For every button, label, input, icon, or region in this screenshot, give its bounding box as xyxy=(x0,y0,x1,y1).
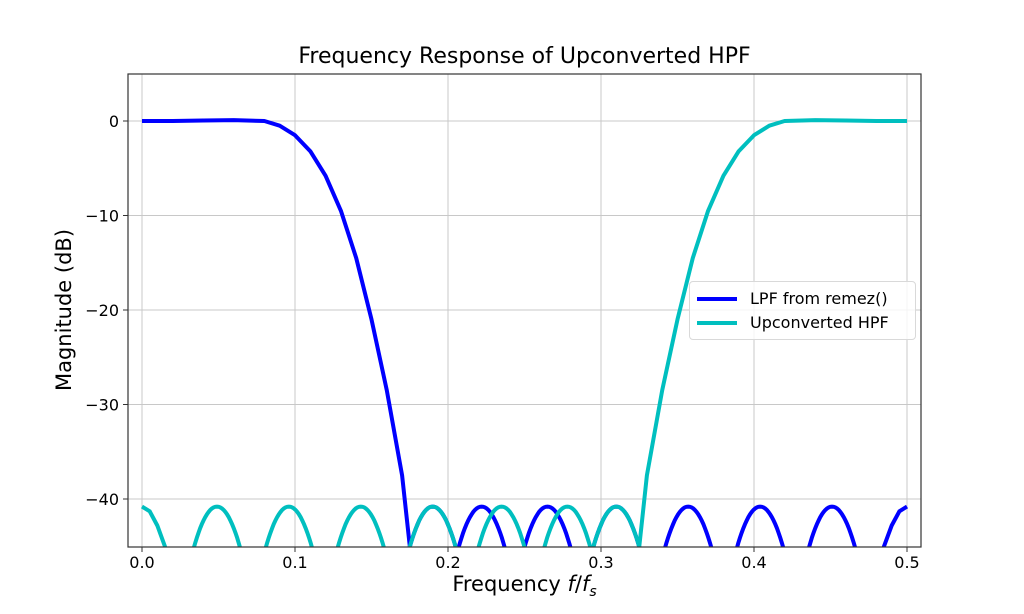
line-hpf-stopband-lobe xyxy=(407,504,458,547)
y-tick-label: −40 xyxy=(85,490,119,509)
x-tick-label: 0.2 xyxy=(435,553,460,572)
y-axis-label: Magnitude (dB) xyxy=(52,228,76,392)
x-tick-label: 0.3 xyxy=(588,553,613,572)
x-tick-label: 0.1 xyxy=(282,553,307,572)
plot-lines xyxy=(140,118,909,547)
x-axis-label-slash: / xyxy=(574,572,582,596)
y-tick-label: −30 xyxy=(85,396,119,415)
line-lpf-stopband-lobe xyxy=(456,504,507,547)
line-hpf-passband xyxy=(637,118,907,547)
x-axis-label-sub: s xyxy=(589,584,597,601)
legend-label-lpf: LPF from remez() xyxy=(750,289,888,308)
y-tick-label: −10 xyxy=(85,207,119,226)
legend-label-hpf: Upconverted HPF xyxy=(750,313,889,332)
line-lpf-stopband-lobe xyxy=(881,504,909,547)
axis-ticks: 0.0 0.1 0.2 0.3 0.4 0.5 0 −10 −20 −30 −40 xyxy=(85,112,919,572)
legend-swatch-lpf xyxy=(697,296,737,301)
legend: LPF from remez() Upconverted HPF xyxy=(689,281,916,340)
chart-title: Frequency Response of Upconverted HPF xyxy=(298,44,751,69)
line-hpf-stopband-lobe xyxy=(191,504,242,547)
line-hpf-stopband-lobe xyxy=(476,504,527,547)
y-tick-label: 0 xyxy=(109,112,119,131)
legend-swatch-hpf xyxy=(697,320,737,325)
line-lpf-stopband-lobe xyxy=(663,504,714,547)
x-tick-label: 0.5 xyxy=(894,553,919,572)
x-axis-label: Frequency f/fs xyxy=(128,572,921,600)
x-axis-label-f: f xyxy=(567,572,575,596)
legend-item-lpf: LPF from remez() xyxy=(697,289,888,308)
x-tick-label: 0.4 xyxy=(741,553,766,572)
line-lpf-passband xyxy=(142,118,412,547)
line-hpf-stopband-lobe xyxy=(542,504,593,547)
line-lpf-stopband-lobe xyxy=(807,504,858,547)
legend-item-hpf: Upconverted HPF xyxy=(697,313,889,332)
x-tick-label: 0.0 xyxy=(129,553,154,572)
line-hpf-stopband-lobe xyxy=(140,504,168,547)
y-tick-label: −20 xyxy=(85,301,119,320)
line-lpf-stopband-lobe xyxy=(735,504,786,547)
line-hpf-stopband-lobe xyxy=(263,504,314,547)
x-axis-label-text: Frequency xyxy=(452,572,568,596)
line-hpf-stopband-lobe xyxy=(335,504,386,547)
x-axis-label-fs: f xyxy=(581,572,590,596)
